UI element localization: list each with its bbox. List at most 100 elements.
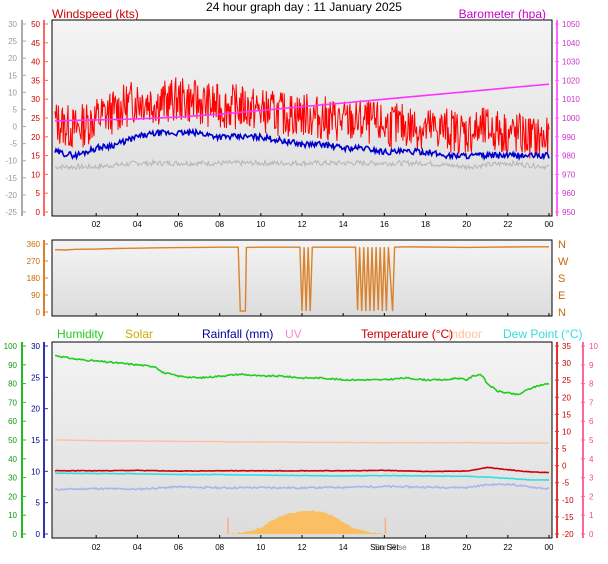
sunrise-x-label: Sun Rise <box>374 543 407 552</box>
wind-outer-tick-label: 15 <box>8 71 17 80</box>
compass-label: W <box>558 256 569 268</box>
wind-inner-tick-label: 30 <box>31 95 40 104</box>
uv-tick-label: 9 <box>589 361 594 370</box>
compass-label: N <box>558 239 566 251</box>
wind-outer-tick-label: 10 <box>8 88 17 97</box>
wind-average-line <box>54 127 550 162</box>
wind-outer-tick-label: -25 <box>5 208 17 217</box>
humidity-tick-label: 30 <box>8 474 17 483</box>
temp-legend-label: UV <box>285 327 302 341</box>
rainfall-tick-label: 0 <box>36 530 41 539</box>
wind-inner-tick-label: 25 <box>31 114 40 123</box>
uv-tick-label: 2 <box>589 492 594 501</box>
baro-tick-label: 1050 <box>562 20 580 29</box>
temperature-tick-label: 35 <box>562 342 571 351</box>
wind-inner-tick-label: 45 <box>31 39 40 48</box>
wind-outer-tick-label: -10 <box>5 157 17 166</box>
compass-label: E <box>558 290 565 302</box>
humidity-tick-label: 40 <box>8 455 17 464</box>
humidity-tick-label: 10 <box>8 511 17 520</box>
barometer-legend-label: Barometer (hpa) <box>459 7 546 21</box>
rainfall-tick-label: 5 <box>36 499 41 508</box>
winddir-tick-label: 0 <box>36 308 41 317</box>
rainfall-tick-label: 15 <box>31 436 40 445</box>
wind-inner-tick-label: 20 <box>31 133 40 142</box>
wind-gust-line <box>54 77 550 159</box>
wind-inner-tick-label: 50 <box>31 20 40 29</box>
temp-legend-label: Dew Point (°C) <box>503 327 582 341</box>
temp-x-tick-label: Sun Set <box>370 543 399 552</box>
wind-x-tick-label: 18 <box>421 220 430 229</box>
dew-point-line <box>55 472 550 481</box>
rainfall-tick-label: 30 <box>31 342 40 351</box>
temperature-tick-label: -15 <box>562 513 574 522</box>
wind-direction-line <box>54 246 549 312</box>
temp-x-tick-label: 00 <box>545 543 554 552</box>
baro-tick-label: 970 <box>562 170 576 179</box>
wind-x-tick-label: 22 <box>503 220 512 229</box>
temp-x-tick-label: 12 <box>298 543 307 552</box>
uv-tick-label: 5 <box>589 436 594 445</box>
uv-tick-label: 6 <box>589 417 594 426</box>
page-title: 24 hour graph day : 11 January 2025 <box>206 0 402 14</box>
temperature-tick-label: -5 <box>562 479 570 488</box>
baro-tick-label: 960 <box>562 189 576 198</box>
wind-inner-tick-label: 0 <box>36 208 41 217</box>
humidity-tick-label: 0 <box>13 530 18 539</box>
uv-tick-label: 10 <box>589 342 598 351</box>
wind-inner-tick-label: 10 <box>31 170 40 179</box>
temperature-tick-label: 15 <box>562 410 571 419</box>
wind-x-tick-label: 08 <box>215 220 224 229</box>
solar-area <box>227 510 385 534</box>
wind-outer-tick-label: 25 <box>8 37 17 46</box>
wind-outer-tick-label: 5 <box>13 105 18 114</box>
baro-tick-label: 950 <box>562 208 576 217</box>
wind-x-tick-label: 14 <box>339 220 348 229</box>
temp-x-tick-label: 20 <box>462 543 471 552</box>
uv-tick-label: 4 <box>589 455 594 464</box>
temperature-tick-label: 20 <box>562 393 571 402</box>
wind-x-tick-label: 16 <box>380 220 389 229</box>
temp-x-tick-label: 06 <box>174 543 183 552</box>
winddir-tick-label: 270 <box>27 257 41 266</box>
windspeed-legend-label: Windspeed (kts) <box>52 7 139 21</box>
temperature-tick-label: 25 <box>562 376 571 385</box>
wind-inner-tick-label: 15 <box>31 152 40 161</box>
temp-plot-area <box>51 341 553 539</box>
temp-x-tick-label: 08 <box>215 543 224 552</box>
compass-label: S <box>558 273 565 285</box>
barometer-line <box>54 83 550 122</box>
lavender-line <box>54 482 550 491</box>
temperature-line <box>54 466 550 474</box>
wind-outer-tick-label: -15 <box>5 174 17 183</box>
wind-x-tick-label: 02 <box>92 220 101 229</box>
baro-tick-label: 1010 <box>562 95 580 104</box>
wind-outer-tick-label: 20 <box>8 54 17 63</box>
humidity-tick-label: 50 <box>8 436 17 445</box>
wind-x-tick-label: 06 <box>174 220 183 229</box>
rainfall-tick-label: 20 <box>31 405 40 414</box>
temp-legend-label: Humidity <box>57 327 104 341</box>
temperature-tick-label: 5 <box>562 445 567 454</box>
indoor-line <box>54 439 550 445</box>
rainfall-tick-label: 10 <box>31 467 40 476</box>
rainfall-tick-label: 25 <box>31 373 40 382</box>
wind-x-tick-label: 00 <box>545 220 554 229</box>
wind-x-tick-label: 12 <box>298 220 307 229</box>
wind-x-tick-label: 10 <box>256 220 265 229</box>
temp-legend-label: Solar <box>125 327 153 341</box>
humidity-tick-label: 70 <box>8 398 17 407</box>
humidity-line <box>55 354 550 396</box>
wind-inner-tick-label: 35 <box>31 76 40 85</box>
humidity-tick-label: 100 <box>4 342 18 351</box>
humidity-tick-label: 20 <box>8 492 17 501</box>
temp-legend-label: Rainfall (mm) <box>202 327 273 341</box>
temp-x-tick-label: 14 <box>339 543 348 552</box>
temp-x-tick-label: 22 <box>503 543 512 552</box>
baro-tick-label: 1020 <box>562 76 580 85</box>
humidity-tick-label: 60 <box>8 417 17 426</box>
winddir-tick-label: 180 <box>27 274 41 283</box>
wind-inner-tick-label: 40 <box>31 58 40 67</box>
